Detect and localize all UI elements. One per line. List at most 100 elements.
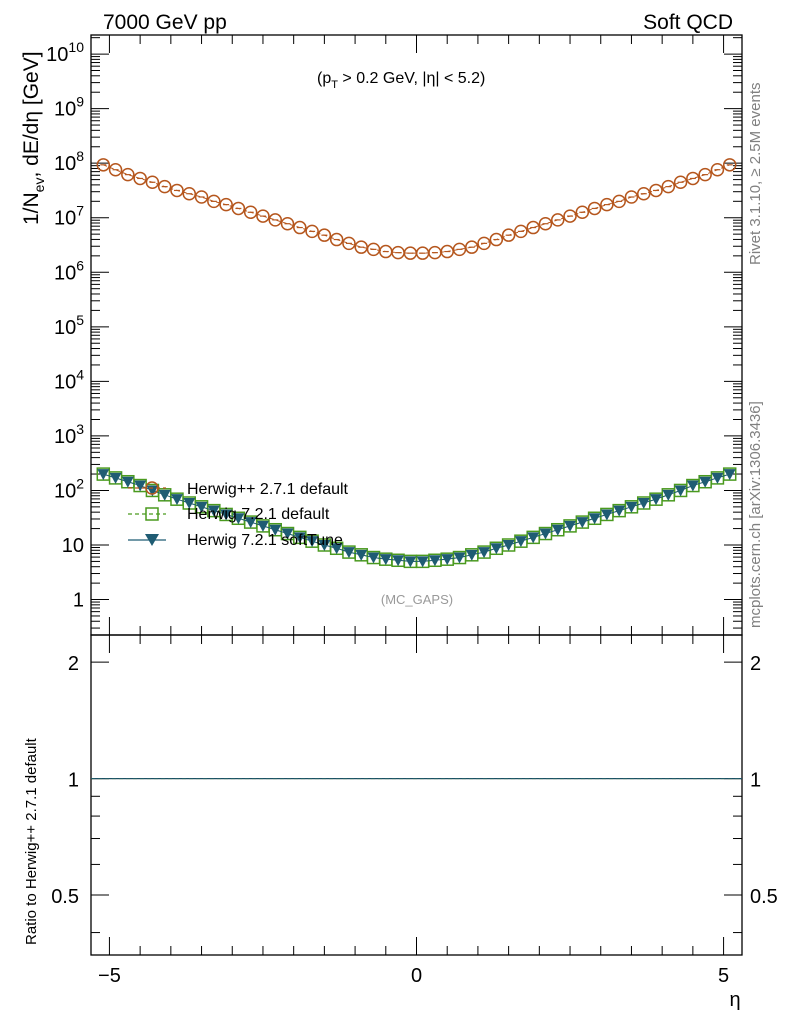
data-point-softtune [269, 524, 282, 536]
y-tick-label: 105 [54, 312, 84, 339]
data-point-softtune [576, 517, 589, 529]
data-point-herwigpp [477, 236, 491, 251]
ratio-panel-frame [90, 634, 743, 956]
y-tick-label: 103 [54, 421, 84, 448]
data-point-herwigpp [219, 197, 233, 212]
y-tick-base: 10 [54, 371, 76, 393]
data-point-softtune [551, 524, 564, 536]
y-tick-label: 109 [54, 94, 84, 121]
data-point-herwigpp [145, 175, 160, 190]
y-tick-exponent: 6 [76, 257, 84, 273]
cut-annotation: (pT > 0.2 GeV, |η| < 5.2) [317, 70, 485, 91]
data-point-softtune [564, 520, 577, 532]
legend-marker-herwig721 [145, 507, 159, 521]
series-line-herwigpp [103, 164, 730, 254]
data-point-softtune [686, 480, 699, 492]
data-point-softtune [306, 536, 319, 548]
data-point-softtune [527, 532, 540, 544]
data-point-softtune [342, 547, 355, 559]
data-point-herwigpp [624, 190, 639, 204]
analysis-watermark: (MC_GAPS) [381, 592, 453, 607]
data-point-softtune [514, 536, 527, 548]
ratio-y-tick-label-right: 0.5 [750, 886, 778, 908]
data-point-softtune [637, 498, 650, 509]
data-point-herwigpp [280, 216, 295, 231]
data-point-softtune [170, 494, 183, 506]
data-point-softtune [256, 520, 269, 532]
legend-marker-softtune [145, 534, 159, 546]
data-point-herwigpp [612, 194, 626, 209]
data-point-softtune [662, 489, 675, 501]
y-tick-base: 10 [54, 208, 76, 230]
data-point-softtune [330, 543, 343, 555]
legend: Herwig++ 2.7.1 default Herwig 7.2.1 defa… [128, 481, 349, 549]
data-point-herwigpp [317, 228, 332, 242]
y-tick-label: 108 [54, 148, 84, 175]
data-point-herwigpp [157, 179, 172, 194]
ratio-y-tick-label-left: 2 [68, 653, 79, 675]
y-tick-exponent: 10 [68, 39, 84, 55]
data-point-softtune [355, 549, 368, 561]
data-point-herwigpp [133, 171, 147, 186]
data-point-softtune [625, 501, 638, 513]
ratio-y-tick-label-right: 1 [750, 770, 761, 792]
y-tick-base: 10 [54, 480, 76, 502]
data-point-softtune [416, 556, 429, 568]
data-point-softtune [220, 509, 233, 521]
y-tick-base: 10 [46, 44, 68, 66]
annotation-sub: T [331, 79, 338, 91]
data-point-softtune [379, 554, 392, 566]
header-left: 7000 GeV pp [103, 11, 227, 34]
y-tick-base: 10 [54, 426, 76, 448]
data-point-softtune [613, 505, 626, 517]
y-tick-exponent: 8 [76, 148, 84, 164]
data-point-herwigpp [170, 183, 184, 198]
series-line-softtune [103, 473, 730, 562]
data-point-softtune [723, 469, 736, 481]
data-point-softtune [293, 532, 306, 544]
data-point-herwigpp [600, 197, 614, 212]
data-point-softtune [650, 494, 663, 506]
data-point-herwigpp [465, 240, 479, 254]
data-point-softtune [367, 552, 380, 564]
data-point-herwigpp [96, 158, 111, 172]
data-point-softtune [441, 554, 454, 566]
data-point-softtune [699, 476, 712, 488]
data-point-softtune [232, 513, 245, 525]
y-tick-base: 10 [54, 153, 76, 175]
data-point-softtune [711, 472, 724, 484]
data-point-softtune [392, 555, 405, 567]
ratio-y-tick-label-right: 2 [750, 653, 761, 675]
x-tick-label: 5 [718, 965, 729, 987]
data-point-softtune [134, 480, 147, 492]
data-point-softtune [428, 555, 441, 567]
y-tick-base: 10 [54, 262, 76, 284]
data-point-herwigpp [501, 228, 516, 242]
ylabel-part-1: 1/N [20, 192, 43, 225]
data-point-herwigpp [587, 201, 602, 216]
data-point-softtune [490, 543, 503, 555]
data-point-herwigpp [526, 220, 540, 235]
data-point-herwigpp [121, 167, 135, 182]
data-point-herwigpp [661, 179, 676, 194]
x-axis-label: η [729, 989, 740, 1011]
data-point-softtune [97, 469, 110, 481]
y-tick-label: 10 [62, 535, 84, 557]
y-tick-exponent: 3 [76, 421, 84, 437]
data-point-softtune [158, 489, 171, 501]
y-tick-label: 106 [54, 257, 84, 284]
mcplots-reference-label: mcplots.cern.ch [arXiv:1306.3436] [747, 401, 764, 628]
y-tick-label: 102 [54, 475, 84, 502]
main-y-axis-label: 1/Nev, dE/dη [GeV] [20, 51, 47, 225]
legend-label-herwigpp: Herwig++ 2.7.1 default [187, 481, 349, 498]
data-point-softtune [281, 528, 294, 540]
ratio-axis-ticks [91, 635, 742, 955]
data-point-herwigpp [636, 186, 651, 201]
data-point-softtune [244, 517, 257, 529]
y-tick-label: 1 [73, 590, 84, 612]
header-right: Soft QCD [643, 11, 733, 34]
data-point-herwigpp [710, 162, 725, 177]
data-point-herwigpp [207, 194, 221, 209]
y-tick-label: 104 [54, 366, 84, 393]
